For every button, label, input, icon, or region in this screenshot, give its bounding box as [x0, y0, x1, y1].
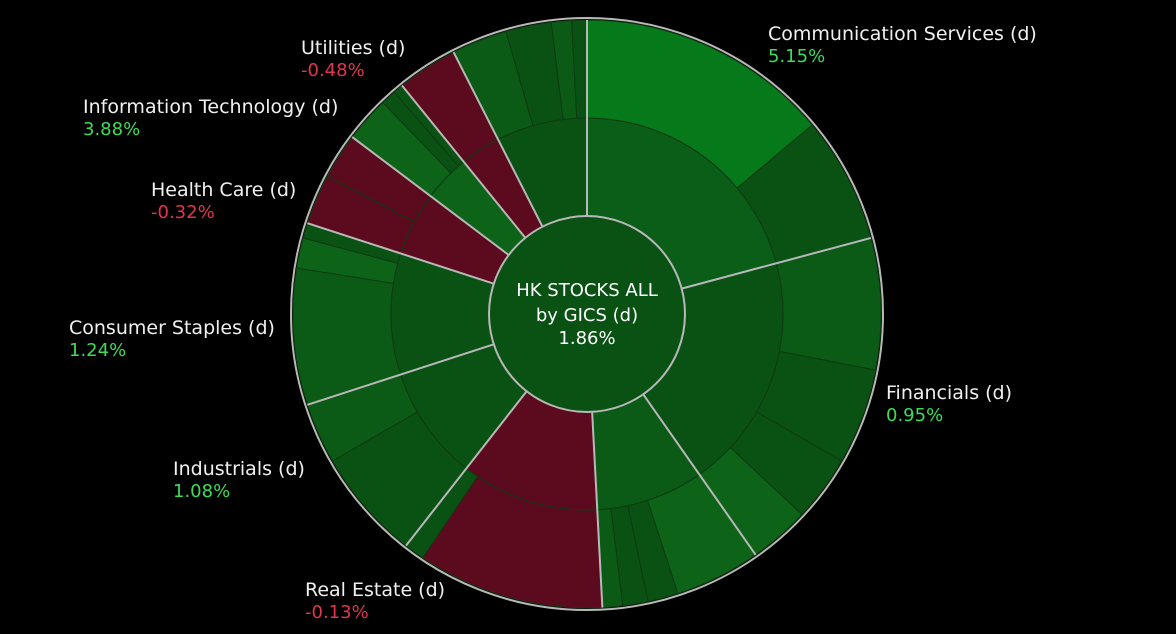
label-information-technology[interactable]: Information Technology (d) 3.88% [83, 96, 338, 140]
sunburst-rings [292, 19, 882, 609]
sector-financials[interactable] [642, 237, 882, 556]
label-change: 1.08% [173, 481, 230, 502]
sector-other-sector-unlabeled[interactable] [452, 19, 588, 228]
sector-separator [307, 222, 495, 285]
sector-separator [642, 393, 757, 556]
center-total-change: 1.86% [558, 328, 615, 349]
sector-financials-sub-unlabeled[interactable] [591, 393, 757, 609]
sector-communication-services[interactable] [586, 19, 872, 290]
sector-labels: Communication Services (d) 5.15% Financi… [69, 23, 1037, 623]
label-change: 1.24% [69, 340, 126, 361]
label-name: Utilities (d) [301, 37, 405, 59]
center-title: HK STOCKS ALL [516, 280, 658, 301]
label-real-estate[interactable]: Real Estate (d) -0.13% [305, 579, 445, 623]
sector-separator [405, 390, 528, 547]
label-name: Health Care (d) [151, 179, 296, 201]
outer-border [290, 17, 884, 611]
label-financials[interactable]: Financials (d) 0.95% [886, 382, 1012, 426]
label-communication-services[interactable]: Communication Services (d) 5.15% [768, 23, 1037, 67]
sector-separator [681, 236, 872, 290]
label-health-care[interactable]: Health Care (d) -0.32% [151, 179, 296, 223]
center-circle[interactable] [488, 215, 686, 413]
label-change: 5.15% [768, 46, 825, 67]
label-name: Financials (d) [886, 382, 1012, 404]
label-name: Industrials (d) [173, 458, 305, 480]
label-name: Real Estate (d) [305, 579, 445, 601]
sector-separator [401, 84, 527, 239]
label-name: Information Technology (d) [83, 96, 338, 118]
label-industrials[interactable]: Industrials (d) 1.08% [173, 458, 305, 502]
sector-separator [351, 136, 510, 256]
center-subtitle: by GICS (d) [536, 305, 638, 326]
label-name: Consumer Staples (d) [69, 317, 275, 339]
label-name: Communication Services (d) [768, 23, 1037, 45]
center-hub: HK STOCKS ALL by GICS (d) 1.86% [488, 215, 686, 413]
sector-consumer-staples[interactable] [292, 222, 495, 406]
sector-information-technology[interactable] [351, 84, 527, 256]
sector-separator [452, 51, 544, 228]
label-utilities[interactable]: Utilities (d) -0.48% [301, 37, 405, 81]
label-consumer-staples[interactable]: Consumer Staples (d) 1.24% [69, 317, 275, 361]
label-change: 3.88% [83, 119, 140, 140]
label-change: -0.13% [305, 602, 369, 623]
sector-separator [307, 343, 495, 406]
sector-separator [591, 411, 604, 608]
label-change: 0.95% [886, 405, 943, 426]
label-change: -0.32% [151, 202, 215, 223]
label-change: -0.48% [301, 60, 365, 81]
